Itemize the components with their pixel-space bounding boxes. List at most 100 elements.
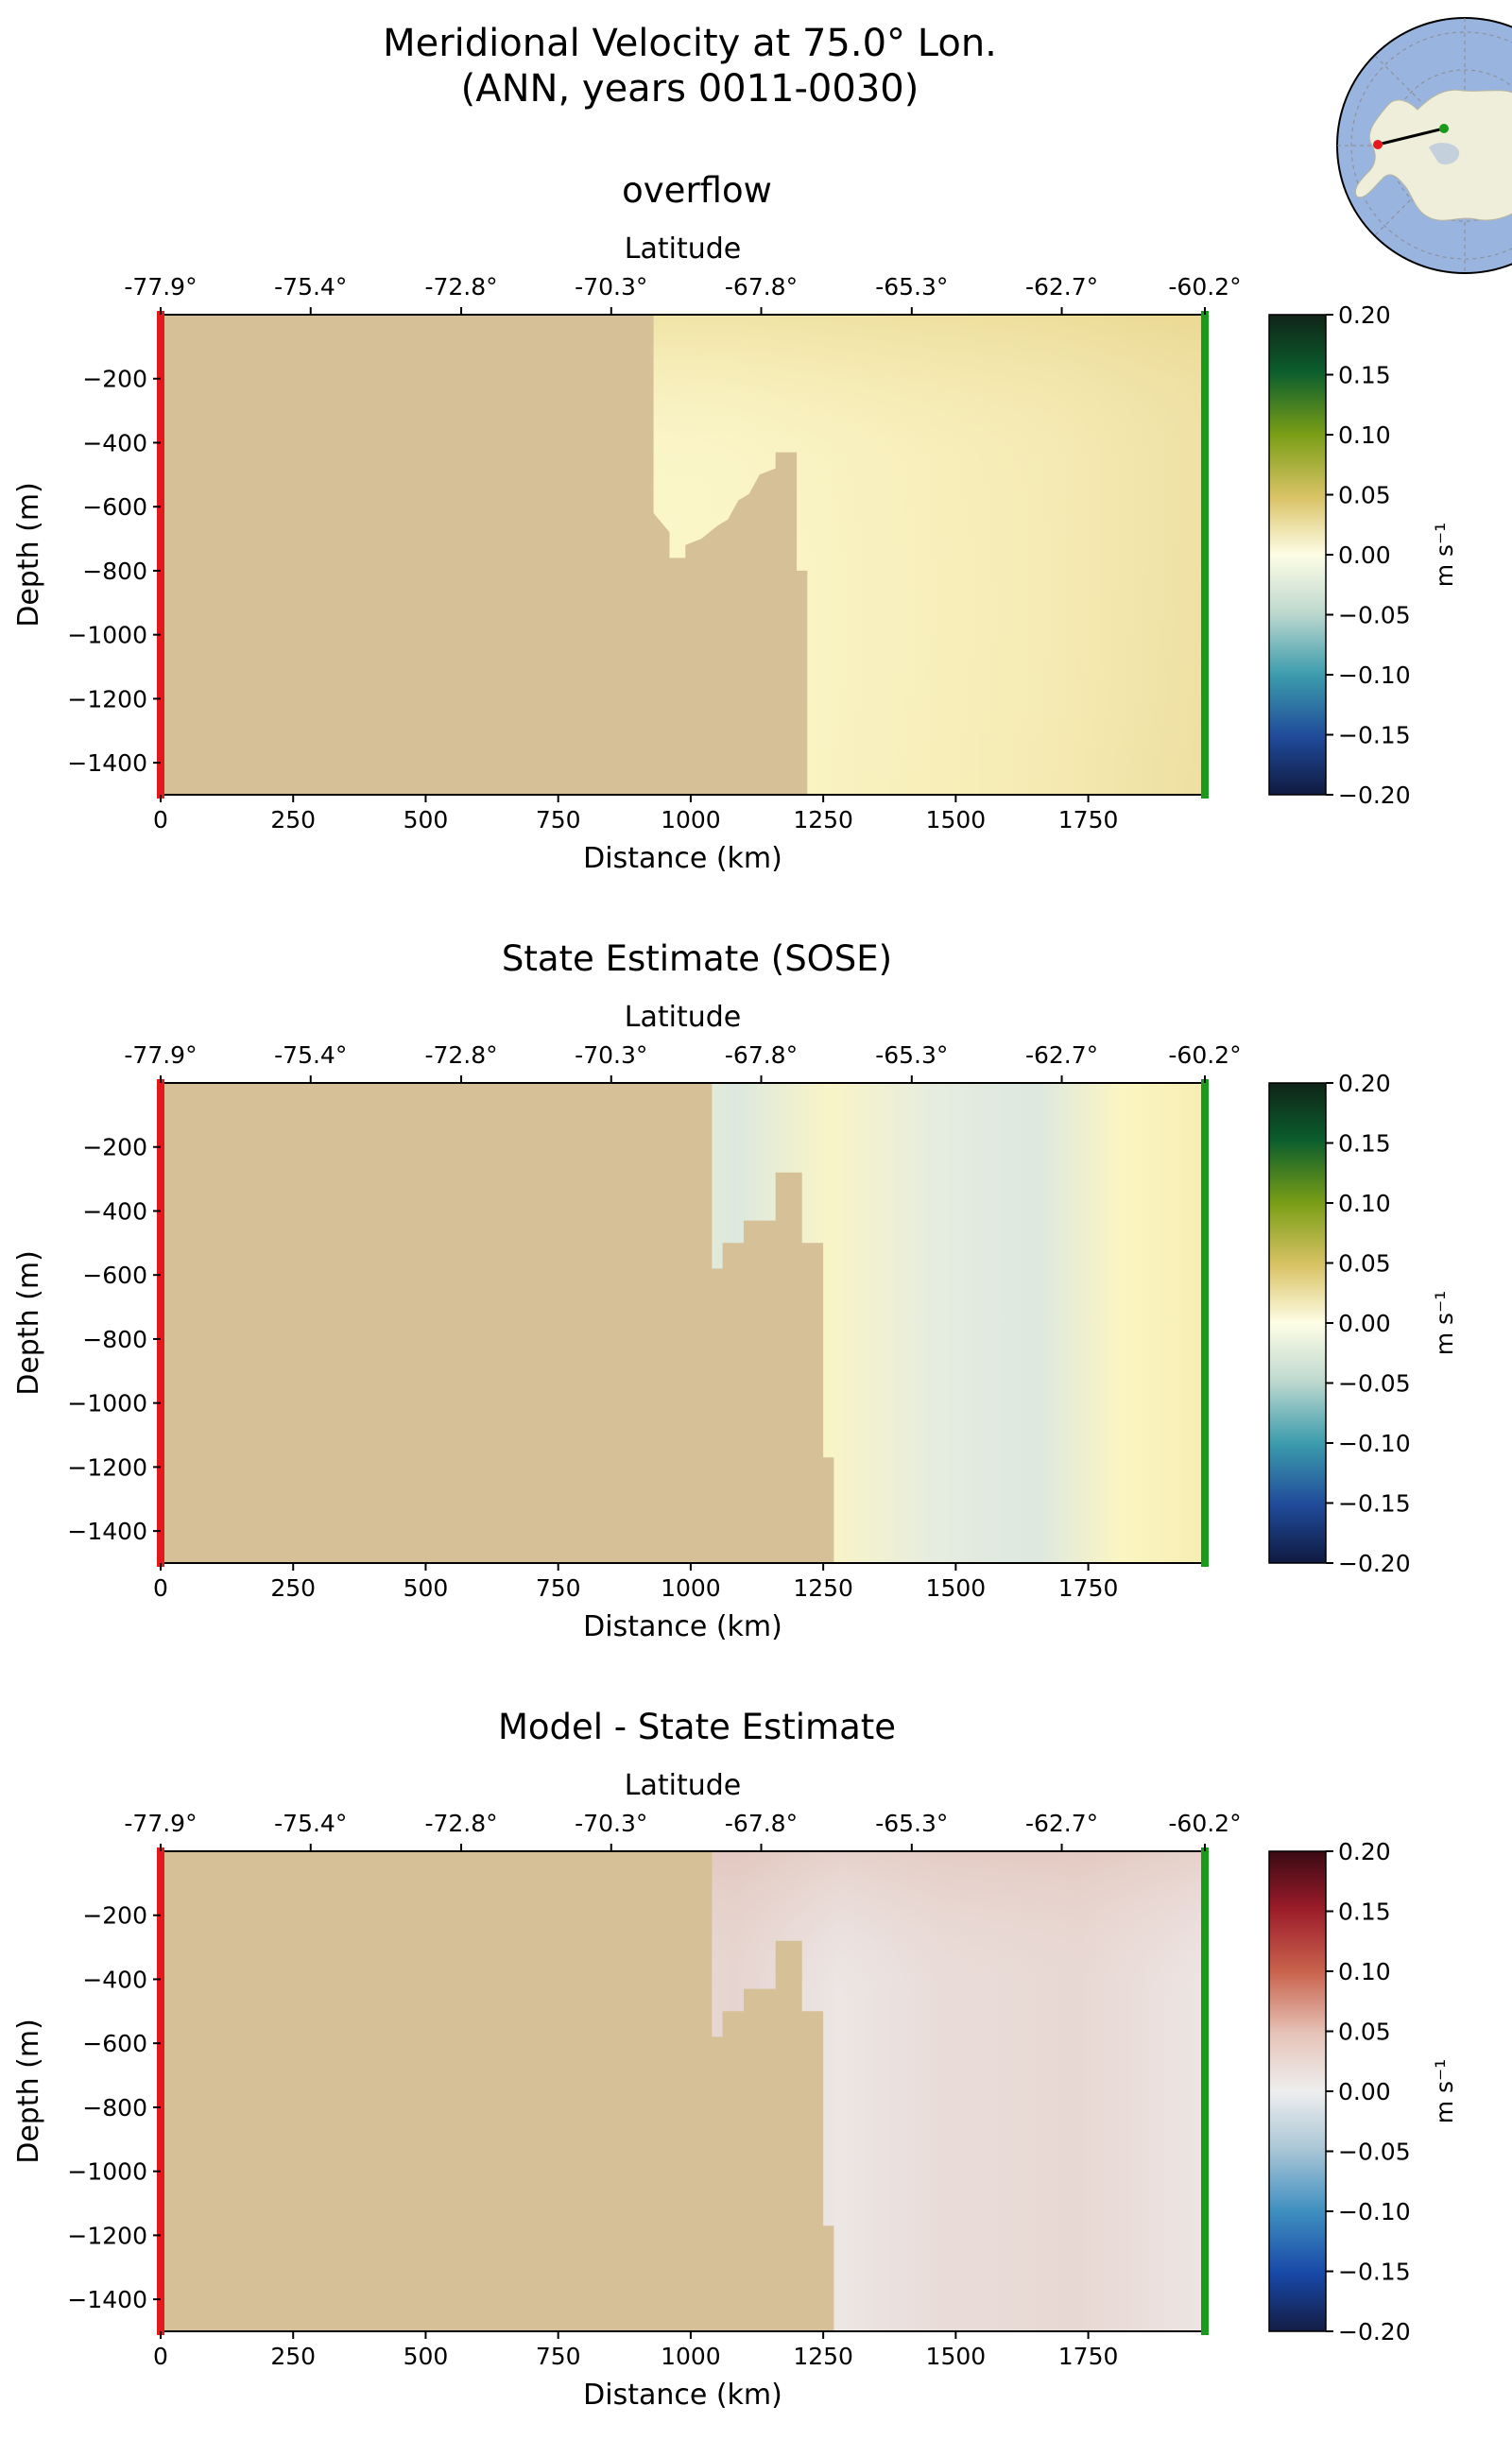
colorbar-tick-label: −0.20 (1338, 1550, 1411, 1577)
lat-tick-label: -67.8° (725, 1041, 798, 1069)
colorbar-label: m s⁻¹ (1431, 523, 1458, 588)
lat-tick-label: -60.2° (1168, 1810, 1241, 1837)
colorbar-tick-label: 0.10 (1338, 421, 1391, 449)
colorbar-tick-label: −0.05 (1338, 602, 1411, 629)
colorbar-tick-label: 0.20 (1338, 301, 1391, 329)
x-tick-label: 0 (153, 1574, 168, 1602)
lat-tick-label: -77.9° (124, 1810, 197, 1837)
y-tick-label: −1200 (67, 2222, 147, 2249)
colorbar-tick-label: −0.15 (1338, 1490, 1411, 1518)
y-tick-label: −1200 (67, 685, 147, 713)
colorbar-tick-label: −0.05 (1338, 1370, 1411, 1398)
section-end-bar (1201, 311, 1209, 799)
x-tick-label: 500 (404, 806, 449, 833)
y-tick-label: −600 (82, 2030, 147, 2057)
y-tick-label: −1000 (67, 622, 147, 649)
lat-tick-label: -72.8° (424, 273, 497, 301)
x-tick-label: 1500 (926, 2343, 987, 2370)
y-tick-label: −1400 (67, 1518, 147, 1545)
colorbar-tick-label: 0.20 (1338, 1838, 1391, 1865)
colorbar-tick-label: −0.15 (1338, 722, 1411, 749)
colorbar-tick-label: 0.05 (1338, 482, 1391, 509)
x-tick-label: 1250 (793, 806, 853, 833)
x-tick-label: 750 (536, 2343, 581, 2370)
x-tick-label: 500 (404, 1574, 449, 1602)
lat-tick-label: -62.7° (1025, 273, 1098, 301)
panel-2-title: State Estimate (SOSE) (501, 938, 893, 979)
y-axis-label: Depth (m) (12, 1250, 45, 1396)
colorbar-tick-label: 0.15 (1338, 1899, 1391, 1926)
lat-tick-label: -70.3° (575, 1810, 647, 1837)
antarctica-map-icon (1336, 17, 1512, 274)
y-tick-label: −800 (82, 2094, 147, 2122)
lat-tick-label: -75.4° (274, 1810, 347, 1837)
top-axis-label: Latitude (625, 1001, 741, 1034)
colorbar-tick-label: −0.20 (1338, 782, 1411, 809)
top-axis-label: Latitude (625, 232, 741, 266)
colorbar-tick-label: 0.00 (1338, 541, 1391, 569)
y-tick-label: −600 (82, 1262, 147, 1289)
colorbar-tick-label: 0.00 (1338, 1310, 1391, 1337)
seafloor-bathymetry (161, 315, 808, 795)
figure-title-line2: (ANN, years 0011-0030) (460, 67, 919, 111)
x-tick-label: 1500 (926, 806, 987, 833)
colorbar (1268, 1082, 1327, 1564)
lat-tick-label: -70.3° (575, 273, 647, 301)
lat-tick-label: -60.2° (1168, 273, 1241, 301)
section-start-bar (157, 1847, 164, 2335)
x-axis-label: Distance (km) (583, 1610, 782, 1643)
x-tick-label: 1250 (793, 1574, 853, 1602)
x-tick-label: 750 (536, 806, 581, 833)
section-start-bar (157, 1079, 164, 1567)
colorbar-tick-label: 0.10 (1338, 1190, 1391, 1217)
x-tick-label: 1000 (661, 806, 721, 833)
y-tick-label: −600 (82, 493, 147, 521)
y-tick-label: −1000 (67, 1390, 147, 1418)
section-end-bar (1201, 1079, 1209, 1567)
panels-group: 0 250 500 750 1000 1250 1500 1750 Distance (km) −… (12, 232, 1458, 2412)
panel-1-title: overflow (622, 170, 772, 211)
colorbar-tick-label: −0.10 (1338, 662, 1411, 689)
y-tick-label: −1200 (67, 1453, 147, 1481)
colorbar-tick-label: −0.05 (1338, 2139, 1411, 2166)
colorbar-tick-label: 0.20 (1338, 1070, 1391, 1097)
x-tick-label: 0 (153, 2343, 168, 2370)
lat-tick-label: -75.4° (274, 1041, 347, 1069)
top-axis-label: Latitude (625, 1769, 741, 1802)
y-tick-label: −1000 (67, 2158, 147, 2186)
lat-tick-label: -75.4° (274, 273, 347, 301)
colorbar-label: m s⁻¹ (1431, 1291, 1458, 1356)
y-axis-label: Depth (m) (12, 2019, 45, 2164)
seafloor-bathymetry (161, 1851, 834, 2331)
lat-tick-label: -72.8° (424, 1041, 497, 1069)
lat-tick-label: -65.3° (875, 1810, 948, 1837)
panel-3: 0 250 500 750 1000 1250 1500 1750 Distance (km) −… (12, 1769, 1458, 2412)
y-tick-label: −800 (82, 558, 147, 585)
seafloor-bathymetry (161, 1083, 834, 1563)
y-tick-label: −400 (82, 1197, 147, 1225)
x-tick-label: 1250 (793, 2343, 853, 2370)
panel-3-title: Model - State Estimate (497, 1707, 897, 1747)
lat-tick-label: -67.8° (725, 1810, 798, 1837)
lat-tick-label: -77.9° (124, 273, 197, 301)
lat-tick-label: -65.3° (875, 1041, 948, 1069)
x-tick-label: 1000 (661, 2343, 721, 2370)
colorbar-tick-label: −0.15 (1338, 2259, 1411, 2286)
x-tick-label: 1000 (661, 1574, 721, 1602)
lat-tick-label: -72.8° (424, 1810, 497, 1837)
colorbar (1268, 1850, 1327, 2332)
colorbar (1268, 314, 1327, 796)
colorbar-label: m s⁻¹ (1431, 2059, 1458, 2124)
y-tick-label: −200 (82, 1134, 147, 1161)
y-tick-label: −400 (82, 429, 147, 456)
colorbar-tick-label: 0.15 (1338, 362, 1391, 389)
figure-title-line1: Meridional Velocity at 75.0° Lon. (383, 22, 997, 65)
colorbar-tick-label: 0.05 (1338, 2019, 1391, 2046)
section-start-marker (1373, 140, 1383, 149)
x-tick-label: 500 (404, 2343, 449, 2370)
colorbar-tick-label: 0.05 (1338, 1250, 1391, 1278)
x-tick-label: 250 (270, 806, 316, 833)
section-end-marker (1439, 124, 1449, 133)
y-axis-label: Depth (m) (12, 482, 45, 627)
